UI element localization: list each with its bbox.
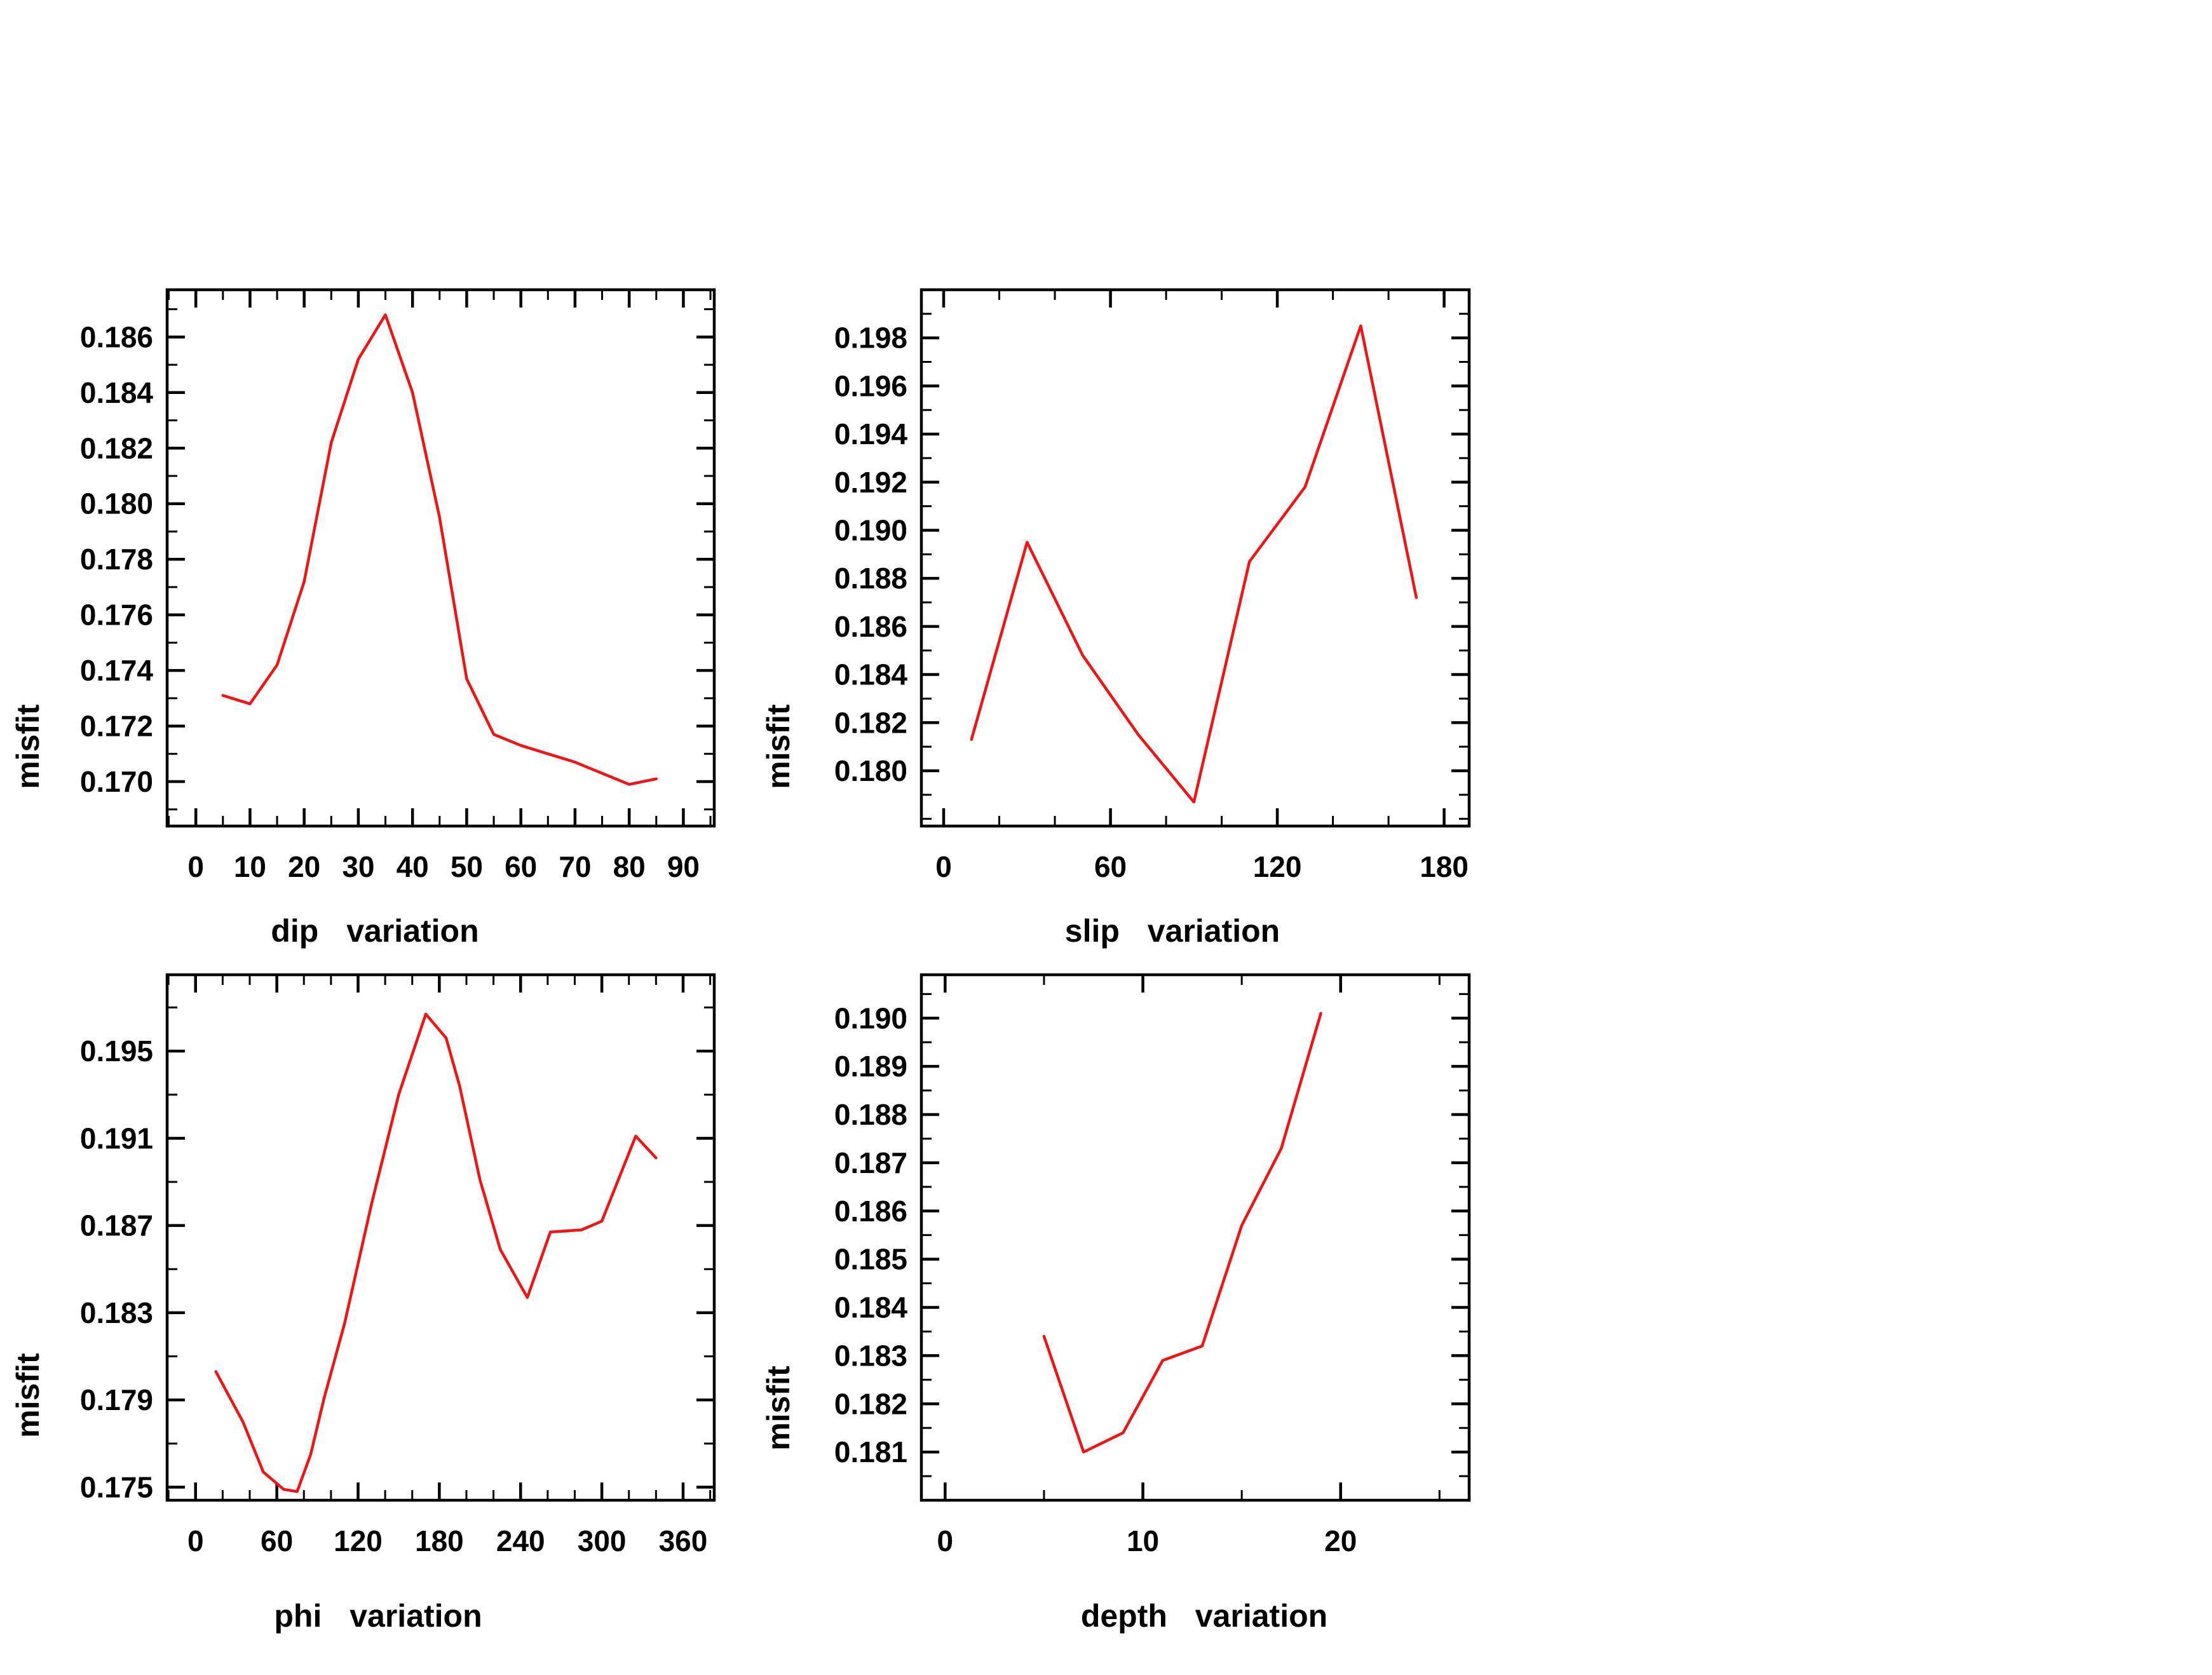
y-tick-label: 0.182 xyxy=(834,1387,907,1420)
y-tick-label: 0.184 xyxy=(834,658,908,691)
x-tick-label: 180 xyxy=(415,1524,464,1557)
y-tick-label: 0.194 xyxy=(834,417,908,451)
x-tick-label: 120 xyxy=(1253,850,1302,883)
x-tick-label: 80 xyxy=(613,850,646,883)
y-tick-label: 0.183 xyxy=(834,1339,907,1372)
x-tick-label: 300 xyxy=(578,1524,627,1557)
y-tick-label: 0.186 xyxy=(834,610,907,643)
series-line-dip xyxy=(221,313,658,786)
x-tick-label: 40 xyxy=(397,850,429,883)
x-tick-label: 90 xyxy=(667,850,700,883)
y-axis-title-dip: misfit xyxy=(10,704,46,789)
y-tick-label: 0.186 xyxy=(834,1195,907,1228)
y-tick-label: 0.196 xyxy=(834,369,907,402)
series-line-phi xyxy=(214,1012,658,1493)
x-tick-labels: 0 60 120 180 240 300 360 xyxy=(187,1524,707,1557)
plot-frame xyxy=(165,288,716,828)
y-tick-labels: 0.195 0.191 0.187 0.183 0.179 0.175 xyxy=(80,1034,153,1503)
y-tick-label: 0.189 xyxy=(834,1050,907,1083)
y-tick-label: 0.174 xyxy=(80,654,154,687)
x-tick-label: 30 xyxy=(342,850,374,883)
chart-slip: 0 60 120 1800.1980.1960.1940.1920.1900.1880… xyxy=(834,288,1471,883)
x-tick-label: 240 xyxy=(496,1524,545,1557)
y-tick-label: 0.182 xyxy=(834,706,907,739)
y-tick-labels: 0.186 0.184 0.182 0.180 0.178 0.176 0.174 0.172… xyxy=(80,320,154,798)
y-tick-label: 0.187 xyxy=(834,1146,907,1179)
plot-frame xyxy=(919,973,1471,1502)
x-tick-label: 0 xyxy=(937,1524,954,1557)
series-line-depth xyxy=(1042,1012,1322,1454)
y-tick-label: 0.192 xyxy=(834,466,907,499)
x-tick-label: 10 xyxy=(1127,1524,1159,1557)
y-tick-label: 0.198 xyxy=(834,322,907,355)
chart-depth: 0 10 20 0.190 0.189 0.188 0.187 0.186 0.185 0.184… xyxy=(834,973,1471,1557)
y-tick-label: 0.182 xyxy=(80,431,153,465)
y-tick-label: 0.186 xyxy=(80,320,153,353)
y-tick-label: 0.183 xyxy=(80,1296,153,1329)
y-tick-label: 0.190 xyxy=(834,513,907,546)
y-tick-label: 0.185 xyxy=(834,1243,907,1276)
y-tick-label: 0.195 xyxy=(80,1034,153,1068)
y-tick-label: 0.188 xyxy=(834,1098,907,1131)
axis-ticks xyxy=(921,288,1469,826)
x-tick-label: 60 xyxy=(261,1524,293,1557)
axis-ticks xyxy=(167,290,714,826)
y-tick-label: 0.179 xyxy=(80,1383,153,1416)
y-tick-label: 0.191 xyxy=(80,1122,153,1155)
x-tick-label: 60 xyxy=(505,850,537,883)
x-axis-title-slip: slip variation xyxy=(1064,913,1280,949)
y-tick-labels: 0.190 0.189 0.188 0.187 0.186 0.185 0.184 0.183… xyxy=(834,1001,908,1468)
x-tick-label: 0 xyxy=(187,850,204,883)
series-line-slip xyxy=(970,324,1418,804)
y-tick-label: 0.184 xyxy=(80,376,154,409)
y-axis-title-phi: misfit xyxy=(10,1353,46,1438)
plot-frame xyxy=(165,973,716,1502)
x-tick-label: 0 xyxy=(187,1524,204,1557)
y-tick-label: 0.181 xyxy=(834,1435,907,1468)
y-tick-label: 0.180 xyxy=(80,487,153,520)
y-tick-label: 0.176 xyxy=(80,599,153,632)
chart-phi: 0 60 120 180 240 300 3600.1950.1910.1870.1830.… xyxy=(80,973,716,1557)
y-tick-label: 0.178 xyxy=(80,543,153,576)
y-tick-label: 0.172 xyxy=(80,710,153,743)
y-tick-label: 0.184 xyxy=(834,1291,908,1324)
x-tick-label: 360 xyxy=(659,1524,708,1557)
axis-ticks xyxy=(921,975,1469,1502)
x-tick-label: 50 xyxy=(451,850,483,883)
y-tick-label: 0.180 xyxy=(834,754,907,787)
x-tick-label: 20 xyxy=(1324,1524,1357,1557)
x-tick-labels: 0 10 20 xyxy=(937,1524,1357,1557)
y-tick-label: 0.175 xyxy=(80,1470,153,1503)
chart-dip: 0 10 20 30 40 50 60 70 80 900.1860.1840.1820.1800… xyxy=(80,288,716,883)
x-tick-label: 60 xyxy=(1094,850,1127,883)
x-axis-title-phi: phi variation xyxy=(274,1598,482,1634)
x-axis-title-dip: dip variation xyxy=(271,913,479,949)
y-tick-label: 0.170 xyxy=(80,765,153,798)
y-axis-title-depth: misfit xyxy=(761,1366,796,1451)
x-tick-label: 20 xyxy=(288,850,320,883)
x-tick-label: 0 xyxy=(935,850,952,883)
axis-ticks xyxy=(167,975,714,1500)
x-tick-labels: 0 60 120 180 xyxy=(935,850,1469,883)
x-tick-label: 70 xyxy=(559,850,591,883)
y-tick-labels: 0.198 0.196 0.194 0.192 0.190 0.188 0.186 0.184… xyxy=(834,322,908,787)
y-tick-label: 0.188 xyxy=(834,562,907,595)
x-tick-label: 120 xyxy=(334,1524,383,1557)
x-tick-label: 10 xyxy=(234,850,266,883)
y-tick-label: 0.187 xyxy=(80,1209,153,1242)
x-tick-label: 180 xyxy=(1420,850,1469,883)
plot-frame xyxy=(919,288,1471,828)
x-axis-title-depth: depth variation xyxy=(1080,1598,1328,1634)
y-tick-label: 0.190 xyxy=(834,1001,907,1034)
x-tick-labels: 0 10 20 30 40 50 60 70 80 90 xyxy=(187,850,700,883)
y-axis-title-slip: misfit xyxy=(761,704,796,789)
